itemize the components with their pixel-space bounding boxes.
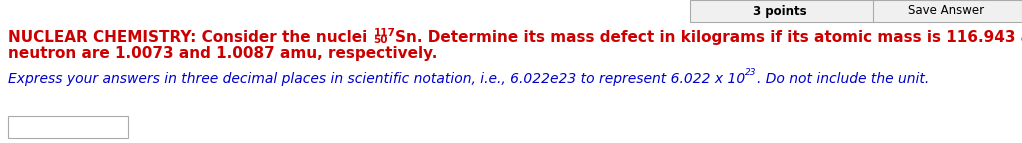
Bar: [690, 0, 1022, 22]
Text: Save Answer: Save Answer: [908, 4, 984, 17]
Text: NUCLEAR CHEMISTRY: Consider the nuclei: NUCLEAR CHEMISTRY: Consider the nuclei: [8, 30, 372, 45]
Text: Express your answers in three decimal places in scientific notation, i.e., 6.022: Express your answers in three decimal pl…: [8, 72, 745, 86]
Text: 117: 117: [373, 28, 396, 38]
Text: neutron are 1.0073 and 1.0087 amu, respectively.: neutron are 1.0073 and 1.0087 amu, respe…: [8, 46, 437, 61]
Text: 3 points: 3 points: [753, 4, 806, 17]
Text: 23: 23: [745, 68, 756, 77]
Bar: [8, 116, 128, 138]
Text: . Do not include the unit.: . Do not include the unit.: [756, 72, 929, 86]
Text: 50: 50: [373, 35, 388, 45]
Text: Sn. Determine its mass defect in kilograms if its atomic mass is 116.943 amu. Th: Sn. Determine its mass defect in kilogra…: [396, 30, 1022, 45]
